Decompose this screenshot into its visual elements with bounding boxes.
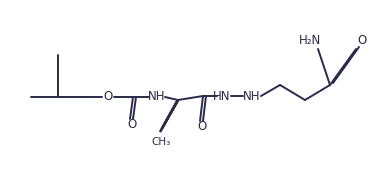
Text: CH₃: CH₃ — [151, 137, 170, 147]
Text: NH: NH — [243, 90, 261, 102]
Text: H₂N: H₂N — [299, 35, 321, 47]
Text: HN: HN — [213, 90, 231, 102]
Text: NH: NH — [148, 91, 166, 104]
Text: O: O — [197, 121, 206, 133]
Text: O: O — [357, 35, 367, 47]
Text: O: O — [103, 91, 113, 104]
Text: O: O — [127, 119, 136, 132]
